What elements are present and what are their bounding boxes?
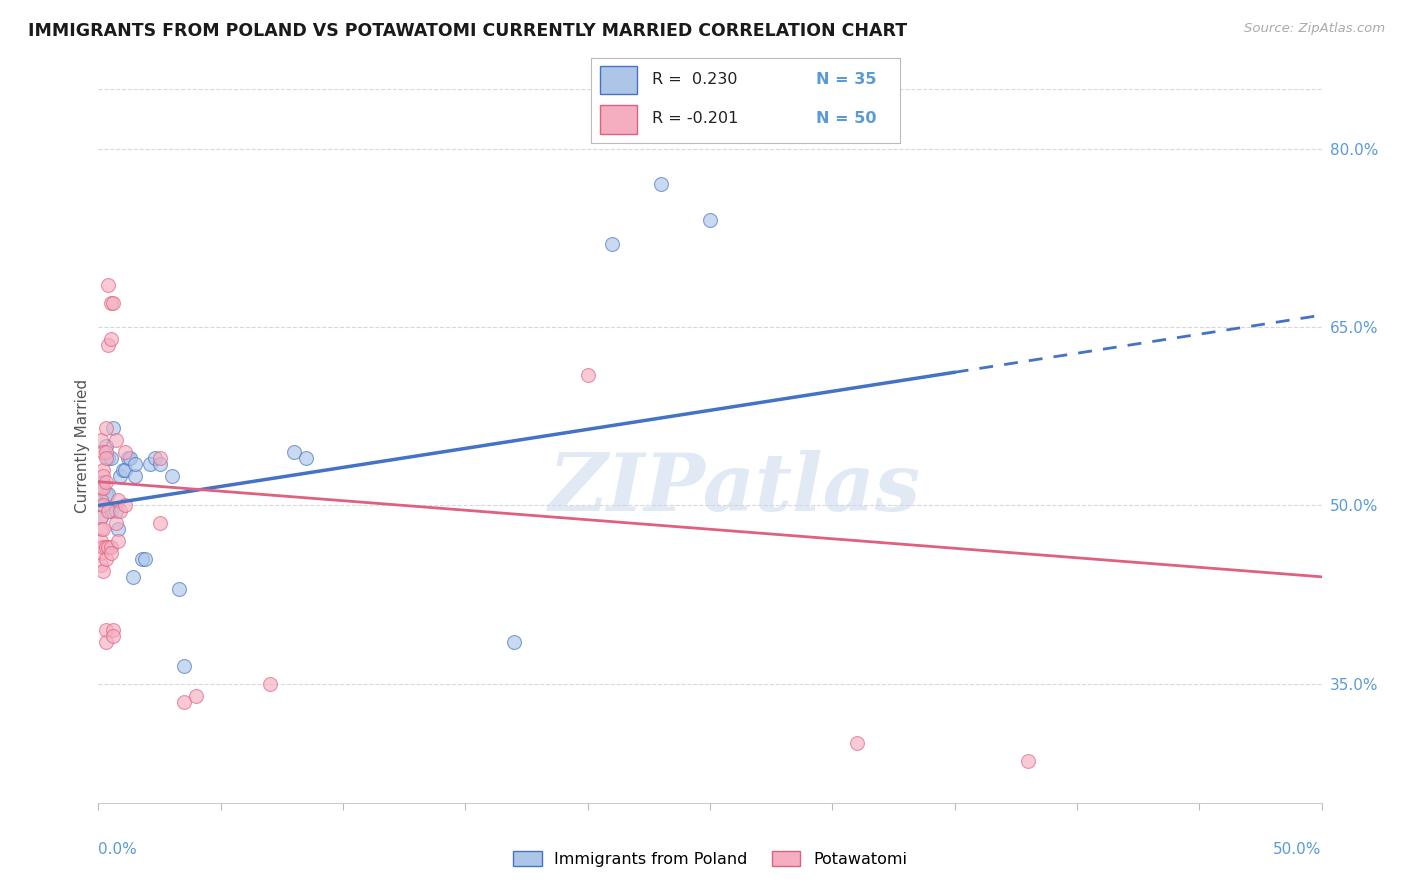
Point — [124, 468, 146, 483]
Text: 0.0%: 0.0% — [98, 842, 138, 857]
Point — [699, 213, 721, 227]
Point — [91, 499, 114, 513]
Point — [117, 450, 139, 465]
Point — [101, 296, 124, 310]
Point — [121, 570, 143, 584]
Point — [91, 445, 114, 459]
Text: N = 50: N = 50 — [817, 112, 877, 127]
Point — [100, 540, 122, 554]
Point — [91, 522, 114, 536]
Point — [111, 463, 134, 477]
Point — [143, 450, 166, 465]
Point — [97, 486, 120, 500]
Point — [94, 552, 117, 566]
Point — [134, 552, 156, 566]
Point — [94, 635, 117, 649]
Text: R =  0.230: R = 0.230 — [652, 71, 738, 87]
Point — [94, 450, 117, 465]
Bar — [600, 105, 637, 134]
Point — [94, 540, 117, 554]
Point — [576, 368, 599, 382]
Point — [91, 540, 114, 554]
Point — [167, 582, 190, 596]
Point — [94, 439, 117, 453]
Bar — [600, 66, 637, 95]
Point — [845, 736, 868, 750]
Point — [149, 457, 172, 471]
Point — [90, 433, 112, 447]
Point — [139, 457, 162, 471]
Text: N = 35: N = 35 — [817, 71, 877, 87]
Point — [149, 516, 172, 531]
Point — [90, 492, 112, 507]
Point — [90, 481, 112, 495]
Point — [104, 433, 127, 447]
Point — [110, 504, 132, 518]
Point — [100, 450, 122, 465]
Text: Source: ZipAtlas.com: Source: ZipAtlas.com — [1244, 22, 1385, 36]
Point — [107, 522, 129, 536]
Point — [104, 516, 127, 531]
Point — [90, 510, 112, 524]
Point — [114, 499, 136, 513]
Point — [94, 421, 117, 435]
Point — [600, 236, 623, 251]
Point — [97, 504, 120, 518]
Point — [90, 558, 112, 572]
Point — [90, 510, 112, 524]
Point — [91, 468, 114, 483]
Point — [173, 659, 195, 673]
Point — [1017, 754, 1039, 768]
Point — [120, 450, 142, 465]
Point — [101, 629, 124, 643]
Point — [90, 546, 112, 560]
Point — [101, 624, 124, 638]
Point — [149, 450, 172, 465]
Point — [97, 450, 120, 465]
Point — [97, 338, 120, 352]
Point — [186, 689, 208, 703]
Point — [91, 564, 114, 578]
Text: IMMIGRANTS FROM POLAND VS POTAWATOMI CURRENTLY MARRIED CORRELATION CHART: IMMIGRANTS FROM POLAND VS POTAWATOMI CUR… — [28, 22, 907, 40]
Point — [124, 457, 146, 471]
Point — [100, 504, 122, 518]
Point — [94, 475, 117, 489]
Point — [283, 445, 305, 459]
Point — [101, 421, 124, 435]
Point — [114, 463, 136, 477]
Point — [94, 445, 117, 459]
Text: 50.0%: 50.0% — [1274, 842, 1322, 857]
Point — [110, 468, 132, 483]
Point — [114, 445, 136, 459]
Point — [90, 534, 112, 549]
Point — [91, 463, 114, 477]
Point — [100, 546, 122, 560]
Point — [90, 522, 112, 536]
Text: R = -0.201: R = -0.201 — [652, 112, 738, 127]
Point — [97, 278, 120, 293]
Point — [94, 624, 117, 638]
Point — [91, 481, 114, 495]
Point — [160, 468, 183, 483]
Point — [295, 450, 318, 465]
Point — [97, 540, 120, 554]
Legend: Immigrants from Poland, Potawatomi: Immigrants from Poland, Potawatomi — [506, 845, 914, 873]
Point — [107, 534, 129, 549]
Point — [100, 332, 122, 346]
Text: ZIPatlas: ZIPatlas — [548, 450, 921, 527]
Point — [91, 475, 114, 489]
Point — [94, 486, 117, 500]
Point — [131, 552, 153, 566]
Point — [100, 296, 122, 310]
Point — [90, 492, 112, 507]
Point — [107, 492, 129, 507]
Y-axis label: Currently Married: Currently Married — [75, 379, 90, 513]
Point — [91, 499, 114, 513]
Point — [503, 635, 526, 649]
Point — [104, 504, 127, 518]
Point — [173, 695, 195, 709]
Point — [259, 677, 281, 691]
Point — [650, 178, 672, 192]
